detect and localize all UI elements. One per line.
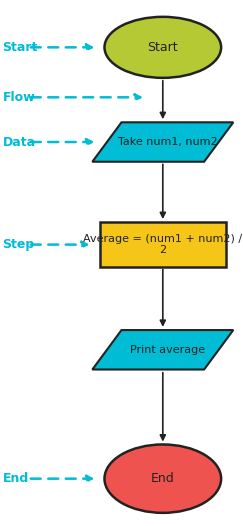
- Polygon shape: [92, 330, 233, 369]
- Text: End: End: [2, 472, 29, 485]
- Text: Start: Start: [2, 41, 38, 54]
- Polygon shape: [92, 123, 233, 162]
- Ellipse shape: [104, 444, 221, 513]
- Ellipse shape: [104, 17, 221, 78]
- Text: Take num1, num2: Take num1, num2: [118, 137, 217, 147]
- Text: End: End: [151, 472, 175, 485]
- Bar: [100, 222, 226, 267]
- Text: Average = (num1 + num2) /
2: Average = (num1 + num2) / 2: [83, 234, 242, 256]
- Text: Step: Step: [2, 238, 35, 251]
- Text: Start: Start: [148, 41, 178, 54]
- Text: Print average: Print average: [130, 345, 205, 355]
- Text: Data: Data: [2, 136, 35, 148]
- Text: Flow: Flow: [2, 91, 35, 104]
